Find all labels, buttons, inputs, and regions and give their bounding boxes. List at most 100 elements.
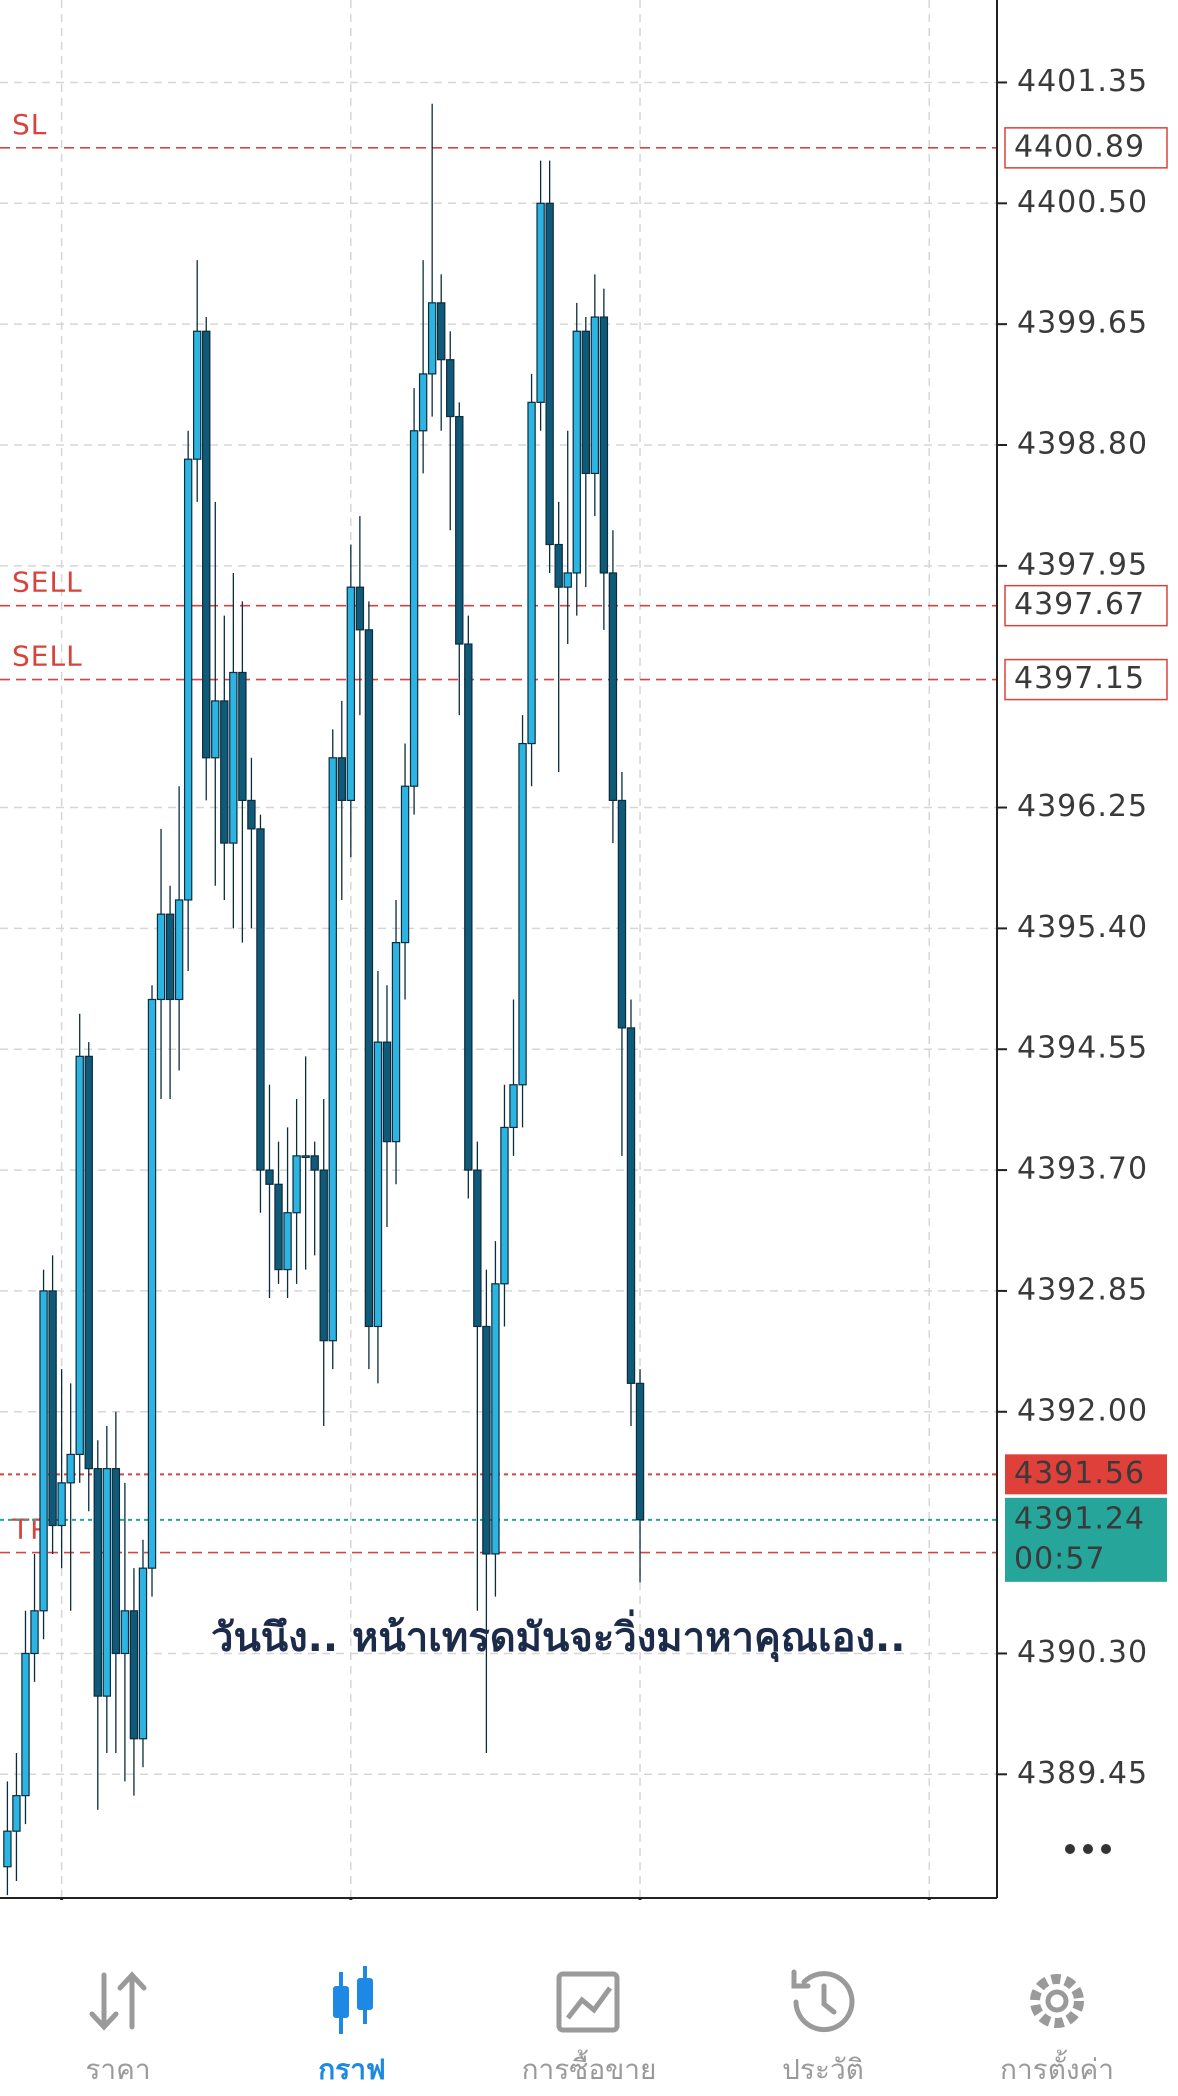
level-label: SL <box>12 108 47 141</box>
candle-body <box>509 1084 518 1129</box>
candle-body <box>626 1027 636 1384</box>
candle-body <box>202 330 211 759</box>
candle-body <box>617 799 627 1029</box>
candle-body <box>337 757 346 802</box>
candle-body <box>111 1468 121 1655</box>
candle-body <box>328 757 337 1342</box>
nav-label[interactable]: กราฟ <box>318 2053 386 2086</box>
dot <box>1083 1844 1093 1854</box>
candle-body <box>147 998 157 1569</box>
icon-quotes <box>89 1971 147 2031</box>
candle-body <box>473 1169 482 1328</box>
candle-body <box>238 671 247 802</box>
candle-body <box>165 913 175 1001</box>
candle-body <box>518 742 527 1086</box>
body <box>357 1978 373 2010</box>
y-tick-label: 4400.50 <box>1017 185 1148 220</box>
candle-body <box>229 671 238 844</box>
nav-label[interactable]: ราคา <box>85 2053 150 2086</box>
y-tick-label: 4393.70 <box>1017 1152 1148 1187</box>
y-tick-label: 4392.85 <box>1017 1272 1148 1307</box>
candle-body <box>211 700 220 759</box>
candle-body <box>482 1325 491 1555</box>
candle-body <box>93 1468 102 1697</box>
candle-body <box>319 1169 328 1342</box>
candle-body <box>527 401 536 745</box>
y-tick-label: 4392.00 <box>1017 1393 1148 1428</box>
hands <box>821 1983 837 2015</box>
candle-body <box>183 458 193 901</box>
candle-body <box>174 899 184 1001</box>
candle-body <box>346 586 356 802</box>
candle-body <box>138 1567 148 1740</box>
ask-timer: 00:57 <box>1014 1541 1105 1576</box>
candle-body <box>57 1482 66 1527</box>
frame <box>556 1971 620 2033</box>
candle-body <box>536 202 545 403</box>
price-box <box>1004 584 1168 627</box>
candle-body <box>491 1283 500 1555</box>
y-tick-label: 4389.45 <box>1017 1756 1148 1791</box>
clock <box>793 1971 855 2033</box>
candle-body <box>156 913 166 1001</box>
candle-body <box>563 572 572 588</box>
candle-body <box>590 316 600 475</box>
nav-label[interactable]: ประวัติ <box>782 2053 864 2086</box>
dot <box>1101 1844 1111 1854</box>
candle-body <box>545 202 554 546</box>
price-label: 4400.89 <box>1014 129 1145 164</box>
bid-label: 4391.56 <box>1014 1456 1145 1491</box>
more-button[interactable] <box>1065 1844 1111 1854</box>
hub <box>1045 1989 1069 2013</box>
price-box <box>1004 658 1168 701</box>
y-tick-label: 4394.55 <box>1017 1031 1148 1066</box>
candles <box>3 103 645 1896</box>
y-tick-label: 4401.35 <box>1017 64 1148 99</box>
candle-body <box>427 302 437 375</box>
candle-body <box>256 828 265 1171</box>
price-labels: 4400.89 4397.67 4397.15 4391.56 4391.24 00:57 <box>1004 127 1168 1582</box>
icon-settings <box>1030 1974 1084 2028</box>
candle-body <box>274 1183 283 1271</box>
candle-body <box>455 415 464 645</box>
candle-body <box>66 1453 75 1484</box>
arrow-up <box>117 1971 147 2030</box>
y-tick-label: 4390.30 <box>1017 1635 1148 1670</box>
candle-body <box>409 430 419 787</box>
candle-body <box>382 1041 392 1143</box>
icon-history <box>791 1969 855 2033</box>
candle-body <box>500 1126 509 1285</box>
candle-body <box>75 1055 84 1456</box>
candle-body <box>192 330 202 460</box>
arrow <box>791 1969 811 1989</box>
body <box>333 1986 349 2018</box>
candle-body <box>400 785 410 944</box>
candle-body <box>102 1468 112 1697</box>
candle-body <box>12 1795 21 1832</box>
y-tick-label: 4397.95 <box>1017 547 1148 582</box>
gear <box>1030 1974 1084 2028</box>
nav-label[interactable]: การซื้อขาย <box>522 2049 657 2086</box>
y-tick-label: 4396.25 <box>1017 789 1148 824</box>
candle-body <box>292 1155 301 1214</box>
candle-body <box>120 1610 130 1655</box>
dot <box>1065 1844 1075 1854</box>
candle-body <box>581 330 591 475</box>
candle-body <box>437 302 446 361</box>
nav-label[interactable]: การตั้งค่า <box>1000 2049 1114 2086</box>
candle-body <box>220 700 229 844</box>
candle-body <box>84 1055 93 1470</box>
candle-body <box>373 1041 383 1328</box>
candle-body <box>30 1610 39 1655</box>
trend <box>566 1986 613 2020</box>
candle-body <box>283 1212 292 1271</box>
candle-body <box>391 942 401 1143</box>
candle-body <box>39 1290 48 1612</box>
candle-body <box>464 643 473 1171</box>
bottom-nav: ราคา กราฟ การซื้อขาย ประวัติ การตั้งค่า <box>0 1900 1178 2096</box>
candle-body <box>247 799 256 830</box>
ask-label: 4391.24 <box>1014 1501 1145 1536</box>
candle-body <box>599 316 609 574</box>
